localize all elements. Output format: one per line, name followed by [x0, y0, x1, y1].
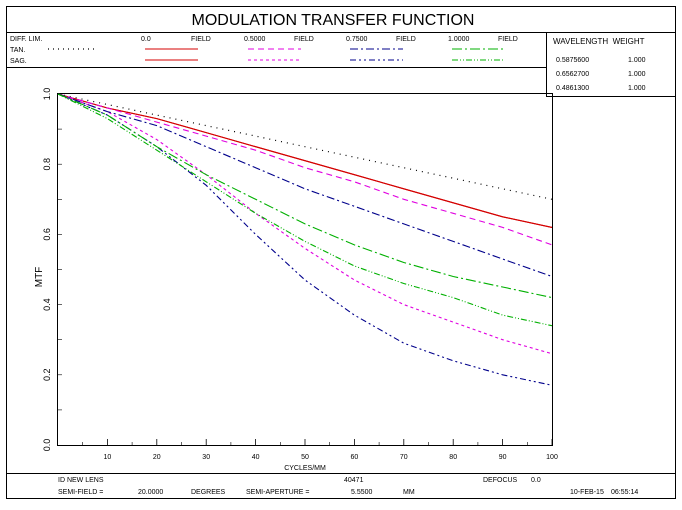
wavelength-value: 0.5875600 [556, 57, 589, 64]
lens-code: 40471 [344, 477, 364, 484]
footer-date: 10-FEB-15 [570, 489, 604, 496]
y-tick-labels: 0.0 0.2 0.4 0.6 0.8 1.0 [42, 88, 52, 452]
y-tick-label: 0.2 [42, 369, 52, 382]
x-tick-label: 10 [104, 454, 112, 461]
wavelength-weight: 1.000 [628, 57, 646, 64]
chart-title: MODULATION TRANSFER FUNCTION [192, 12, 475, 29]
x-tick-label: 80 [449, 454, 457, 461]
field-10-tan-curve [57, 93, 553, 299]
mtf-curves [57, 93, 553, 386]
legend: DIFF. LIM. TAN. SAG. 0.0 FIELD 0.5000 FIELD… [10, 36, 518, 65]
outer-border [6, 6, 676, 499]
y-tick-label: 0.0 [42, 439, 52, 452]
legend-field-value: 0.5000 [244, 36, 266, 43]
diff-lim-curve [57, 93, 553, 200]
defocus-value: 0.0 [531, 477, 541, 484]
field-075-sag-curve [57, 93, 553, 386]
semi-aperture-value: 5.5500 [351, 489, 373, 496]
semi-aperture-label: SEMI-APERTURE = [246, 489, 309, 496]
field-05-sag-curve [57, 93, 553, 355]
legend-field-word: FIELD [498, 36, 518, 43]
legend-field-value: 1.0000 [448, 36, 470, 43]
footer-time: 06:55:14 [611, 489, 638, 496]
x-tick-label: 40 [252, 454, 260, 461]
y-axis-label: MTF [34, 267, 45, 288]
x-tick-label: 20 [153, 454, 161, 461]
x-axis-label: CYCLES/MM [284, 465, 326, 472]
defocus-label: DEFOCUS [483, 477, 518, 484]
sag-label: SAG. [10, 58, 27, 65]
legend-field-word: FIELD [191, 36, 211, 43]
tan-label: TAN. [10, 47, 25, 54]
wavelength-box [546, 32, 676, 97]
wavelength-weight: 1.000 [628, 71, 646, 78]
plot-frame [57, 93, 553, 446]
x-tick-labels: 10 20 30 40 50 60 70 80 90 100 [104, 454, 558, 461]
legend-field-value: 0.7500 [346, 36, 368, 43]
wavelength-weight: 1.000 [628, 85, 646, 92]
legend-field-word: FIELD [294, 36, 314, 43]
x-tick-label: 60 [351, 454, 359, 461]
y-tick-label: 0.8 [42, 158, 52, 171]
diff-lim-label: DIFF. LIM. [10, 36, 42, 43]
y-tick-label: 1.0 [42, 88, 52, 101]
legend-field-value: 0.0 [141, 36, 151, 43]
semi-field-unit: DEGREES [191, 489, 226, 496]
legend-field-word: FIELD [396, 36, 416, 43]
lens-name: ID NEW LENS [58, 477, 104, 484]
y-tick-label: 0.4 [42, 298, 52, 311]
semi-field-value: 20.0000 [138, 489, 163, 496]
field-10-sag-curve [57, 93, 553, 327]
field-05-tan-curve [57, 93, 553, 246]
x-tick-label: 50 [301, 454, 309, 461]
x-tick-label: 90 [499, 454, 507, 461]
semi-aperture-unit: MM [403, 489, 415, 496]
field-075-tan-curve [57, 93, 553, 278]
x-tick-label: 30 [202, 454, 210, 461]
semi-field-label: SEMI-FIELD = [58, 489, 103, 496]
wavelength-rows: 0.5875600 1.000 0.6562700 1.000 0.4861300 1.0… [556, 57, 646, 92]
wavelength-value: 0.4861300 [556, 85, 589, 92]
x-tick-label: 100 [546, 454, 558, 461]
wavelength-value: 0.6562700 [556, 71, 589, 78]
x-tick-label: 70 [400, 454, 408, 461]
wavelength-header: WAVELENGTH WEIGHT [553, 37, 645, 46]
field-00-tan-curve [57, 93, 553, 228]
y-tick-label: 0.6 [42, 228, 52, 241]
